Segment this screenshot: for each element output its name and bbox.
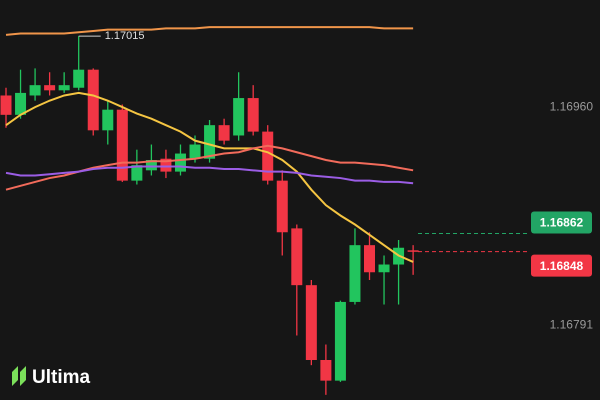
brand: Ultima (32, 367, 91, 388)
candle-body (73, 69, 85, 88)
candle-body (407, 250, 419, 252)
candle-body (204, 125, 216, 159)
candle-body (218, 125, 230, 141)
price-label-box (531, 254, 592, 277)
candle-body (349, 245, 361, 302)
candle-body (247, 98, 259, 132)
y-tick-label: 1.16791 (550, 317, 594, 331)
candle-body (305, 285, 317, 360)
candle-body (276, 180, 288, 233)
candle-body (160, 158, 172, 172)
candle-body (145, 160, 157, 171)
candle-body (378, 264, 390, 273)
candle-body (0, 95, 12, 115)
candle-body (233, 98, 245, 136)
candle-body (29, 85, 41, 96)
candle-body (44, 85, 56, 91)
candle-body (102, 109, 114, 131)
candle-body (320, 360, 332, 381)
candles (0, 36, 419, 395)
candle-body (174, 153, 186, 172)
candle-body (15, 92, 27, 115)
candle-body (131, 165, 143, 181)
annotation: 1.17015 (105, 30, 145, 42)
candle-body (58, 85, 70, 91)
candle-body (291, 228, 303, 286)
y-tick-label: 1.16960 (550, 99, 594, 113)
logo: Ultima (12, 366, 91, 388)
price-label: 1.16848 (540, 259, 584, 273)
logo-icon (12, 366, 26, 386)
candle-body (334, 301, 346, 381)
candle-body (116, 109, 128, 181)
moving-average (5, 26, 414, 36)
candle-body (262, 131, 274, 181)
candle-body (189, 144, 201, 159)
price-label-box (531, 211, 592, 234)
moving-average (5, 91, 414, 263)
price-label: 1.16862 (540, 216, 584, 230)
candle-body (87, 69, 99, 131)
moving-average (5, 165, 414, 185)
candle-body (364, 245, 375, 273)
